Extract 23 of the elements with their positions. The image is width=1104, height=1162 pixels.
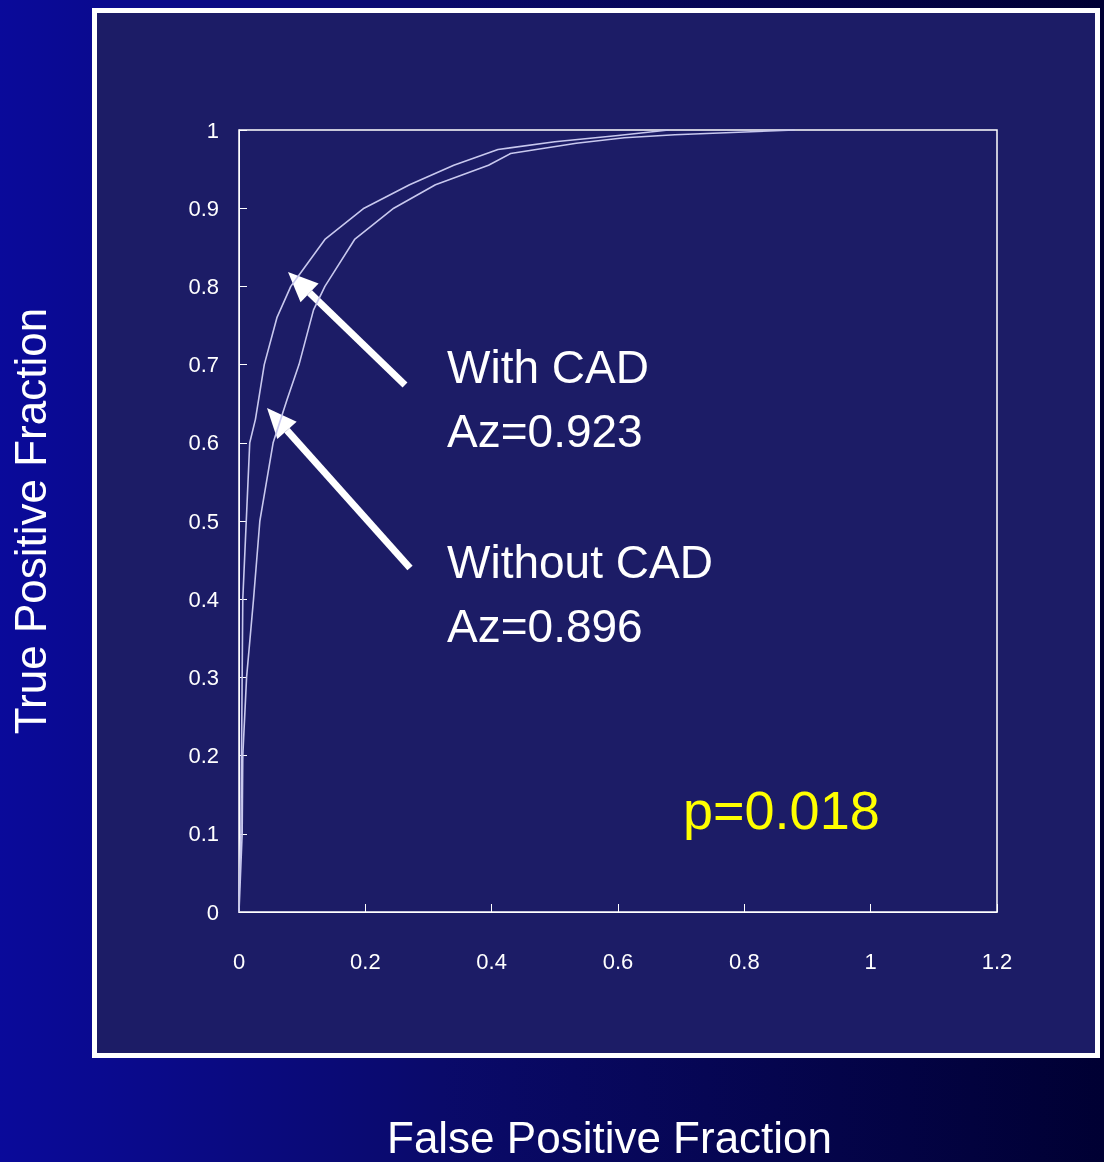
text: False Positive Fraction [387, 1112, 833, 1162]
annotation: With CAD Az=0.923 [447, 341, 649, 457]
y-tick-label: 0.6 [188, 430, 219, 456]
x-tick-label: 1.2 [981, 948, 1013, 974]
annotation: p=0.018 [683, 780, 880, 840]
annotation: Without CAD Az=0.896 [447, 536, 713, 652]
x-tick-label: 0 [232, 948, 246, 974]
y-tick-label: 0.1 [188, 821, 219, 847]
y-tick-label: 0.9 [188, 195, 219, 221]
y-tick-label: 0.4 [188, 586, 219, 612]
y-tick-label: 0.2 [188, 743, 219, 769]
y-tick-label: 0.7 [188, 352, 219, 378]
x-tick-label: 0.8 [729, 948, 760, 974]
y-tick-label: 0.3 [188, 664, 219, 690]
x-tick-label: 0.4 [476, 948, 507, 974]
x-tick-label: 1 [864, 948, 877, 974]
y-tick-label: 0.8 [188, 273, 219, 299]
y-axis-title: True Positive Fraction [5, 307, 55, 735]
y-tick-label: 0 [206, 899, 219, 925]
x-tick-label: 0.2 [350, 948, 381, 974]
y-tick-label: 0.5 [188, 508, 219, 534]
y-tick-label: 1 [206, 117, 219, 143]
x-tick-label: 0.6 [602, 948, 634, 974]
